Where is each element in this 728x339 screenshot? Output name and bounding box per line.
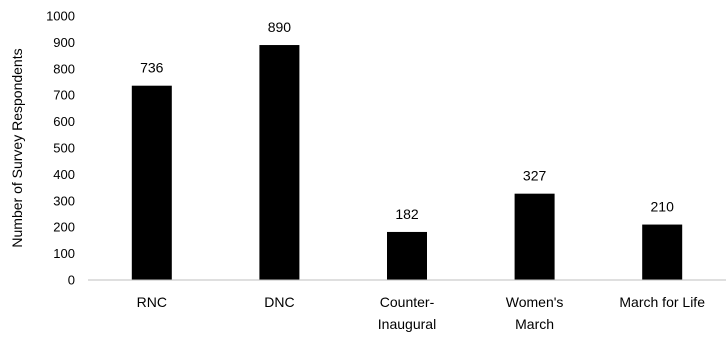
y-tick-label: 300: [53, 193, 75, 208]
y-tick-label: 200: [53, 220, 75, 235]
data-label: 890: [268, 19, 292, 35]
bar: [514, 193, 555, 280]
y-tick-label: 400: [53, 167, 75, 182]
y-tick-label: 600: [53, 114, 75, 129]
y-tick-label: 800: [53, 61, 75, 76]
bar: [131, 85, 172, 280]
bars: 736 890 182 327 210: [131, 19, 683, 280]
y-axis-title: Number of Survey Respondents: [9, 48, 25, 247]
data-label: 182: [395, 206, 419, 222]
y-axis: 0 100 200 300 400 500 600 700 800 900 1000: [46, 9, 75, 288]
x-tick-label: Women's: [506, 294, 564, 310]
x-tick-label: March for Life: [619, 294, 705, 310]
data-label: 736: [140, 60, 164, 76]
y-tick-label: 0: [68, 273, 75, 288]
x-tick-label: DNC: [264, 294, 294, 310]
x-tick-label: Counter-: [380, 294, 435, 310]
y-tick-label: 700: [53, 88, 75, 103]
x-axis: RNC DNC Counter- Inaugural Women's March March…: [88, 279, 726, 332]
y-tick-label: 900: [53, 35, 75, 50]
bar: [259, 45, 300, 280]
y-tick-label: 500: [53, 141, 75, 156]
y-tick-label: 1000: [46, 9, 75, 24]
bar: [387, 231, 427, 280]
x-tick-label: RNC: [137, 294, 167, 310]
data-label: 327: [523, 168, 547, 184]
y-tick-label: 100: [53, 246, 75, 261]
x-tick-label: March: [515, 316, 554, 332]
data-label: 210: [651, 199, 675, 215]
bar: [642, 224, 683, 280]
x-tick-label: Inaugural: [378, 316, 436, 332]
